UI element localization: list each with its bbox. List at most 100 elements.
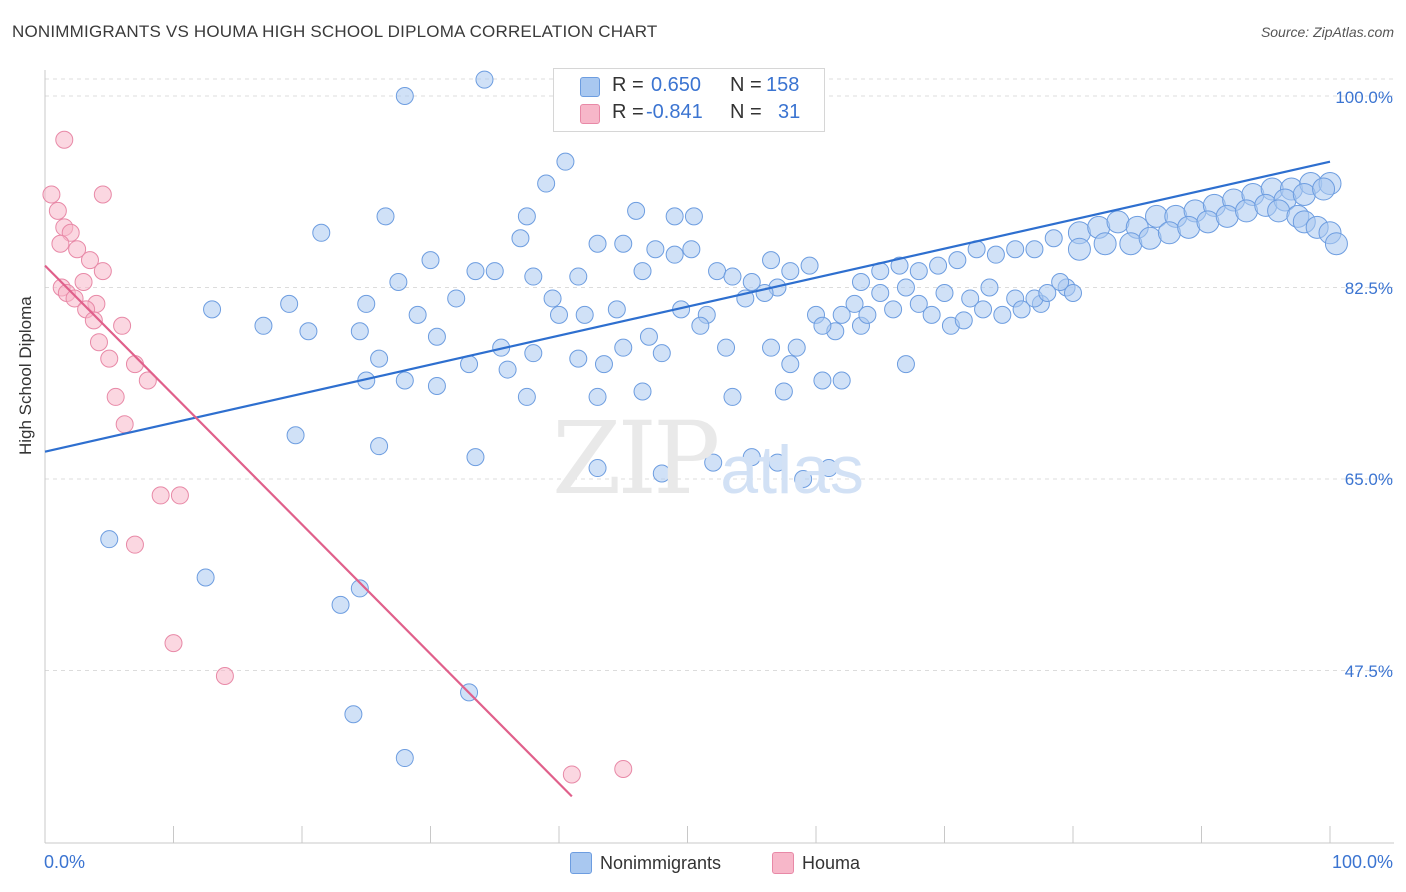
nonimmigrants-point [550, 305, 568, 324]
nonimmigrants-point [627, 201, 646, 220]
nonimmigrants-point [511, 229, 530, 248]
nonimmigrants-point [781, 355, 800, 374]
houma-point [93, 185, 112, 204]
watermark-zip: ZIP [552, 400, 720, 517]
y-axis-label: High School Diploma [16, 296, 35, 455]
nonimmigrants-point [909, 294, 928, 313]
nonimmigrants-point [845, 294, 864, 313]
nonimmigrants-point [961, 289, 980, 308]
nonimmigrants-point [350, 579, 369, 598]
legend-label-nonimmigrants: Nonimmigrants [600, 853, 722, 873]
nonimmigrants-point [1044, 229, 1063, 248]
legend-label-houma: Houma [802, 853, 861, 873]
nonimmigrants-point [100, 530, 119, 549]
houma-trend-line [44, 264, 573, 798]
nonimmigrants-point [1093, 232, 1117, 256]
nonimmigrants-point [370, 437, 389, 456]
houma-point [562, 765, 581, 784]
nonimmigrants-point [575, 305, 594, 324]
nonimmigrants-point [974, 300, 993, 319]
legend-swatch-blue [580, 77, 600, 97]
nonimmigrants-point [909, 262, 928, 281]
source-label: Source: ZipAtlas.com [1260, 24, 1394, 40]
nonimmigrants-point [652, 464, 671, 483]
nonimmigrants-point [1012, 300, 1031, 319]
houma-point [170, 486, 189, 505]
nonimmigrants-point [742, 448, 761, 467]
legend-r-label: R = [612, 101, 644, 123]
nonimmigrants-point [395, 749, 414, 768]
houma-point [42, 185, 61, 204]
nonimmigrants-point [389, 273, 408, 292]
nonimmigrants-point [1067, 237, 1091, 261]
nonimmigrants-point [1324, 232, 1348, 256]
nonimmigrants-point [717, 338, 736, 357]
nonimmigrants-point [986, 245, 1005, 264]
nonimmigrants-point [896, 355, 915, 374]
nonimmigrants-point [517, 387, 536, 406]
nonimmigrants-point [794, 470, 813, 488]
nonimmigrants-point [781, 262, 800, 281]
houma-point [151, 486, 170, 505]
houma-point [68, 240, 87, 259]
houma-point [65, 289, 84, 308]
grid-lines [45, 78, 1394, 671]
correlation-legend: R = 0.650 N = 158 R = -0.841 N = 31 [553, 68, 825, 132]
nonimmigrants-point [884, 300, 903, 319]
nonimmigrants-point [588, 387, 607, 406]
nonimmigrants-point [1119, 232, 1143, 256]
nonimmigrants-point [639, 327, 658, 346]
nonimmigrants-point [350, 322, 369, 341]
nonimmigrants-point [196, 568, 215, 587]
legend-swatch-pink [772, 852, 794, 874]
nonimmigrants-point [376, 207, 395, 226]
nonimmigrants-point [466, 262, 485, 281]
nonimmigrants-point [466, 448, 485, 467]
houma-point [55, 130, 74, 149]
nonimmigrants-point [408, 305, 427, 324]
nonimmigrants-point [1215, 204, 1239, 228]
watermark-atlas: atlas [720, 432, 864, 508]
x-tick-label-min: 0.0% [44, 852, 86, 872]
houma-point [125, 355, 144, 374]
houma-point [614, 759, 633, 778]
nonimmigrants-point [633, 262, 652, 281]
nonimmigrants-point [742, 273, 761, 292]
nonimmigrants-point [1051, 273, 1070, 292]
houma-point [164, 634, 183, 653]
nonimmigrants-point [1196, 210, 1220, 234]
nonimmigrants-point [1177, 215, 1201, 239]
chart-title: NONIMMIGRANTS VS HOUMA HIGH SCHOOL DIPLO… [12, 22, 658, 41]
nonimmigrants-point [524, 267, 543, 286]
houma-points [42, 130, 633, 784]
nonimmigrants-point [954, 311, 973, 330]
houma-point [113, 316, 132, 335]
nonimmigrants-point [421, 251, 440, 270]
nonimmigrants-point [832, 305, 851, 324]
nonimmigrants-point [819, 459, 838, 478]
nonimmigrants-point [280, 294, 299, 313]
legend-n-label: N = [730, 101, 762, 123]
nonimmigrants-point [614, 234, 633, 253]
houma-point [74, 273, 93, 292]
nonimmigrants-point [652, 344, 671, 363]
nonimmigrants-point [896, 278, 915, 297]
y-tick-label: 82.5% [1344, 279, 1393, 298]
nonimmigrants-point [890, 256, 909, 275]
nonimmigrants-point [708, 262, 727, 281]
legend-swatch-blue [570, 852, 592, 874]
nonimmigrants-point [1038, 283, 1057, 302]
bottom-legend-houma: Houma [772, 852, 860, 874]
y-tick-label: 65.0% [1344, 470, 1393, 489]
nonimmigrants-point [1234, 199, 1258, 223]
nonimmigrants-point [517, 207, 536, 226]
nonimmigrants-point [395, 371, 414, 390]
nonimmigrants-point [922, 305, 941, 324]
houma-point [48, 201, 67, 220]
houma-point [106, 387, 125, 406]
nonimmigrants-point [344, 705, 363, 724]
houma-point [51, 234, 70, 253]
nonimmigrants-point [569, 349, 588, 368]
nonimmigrants-point [665, 245, 684, 264]
